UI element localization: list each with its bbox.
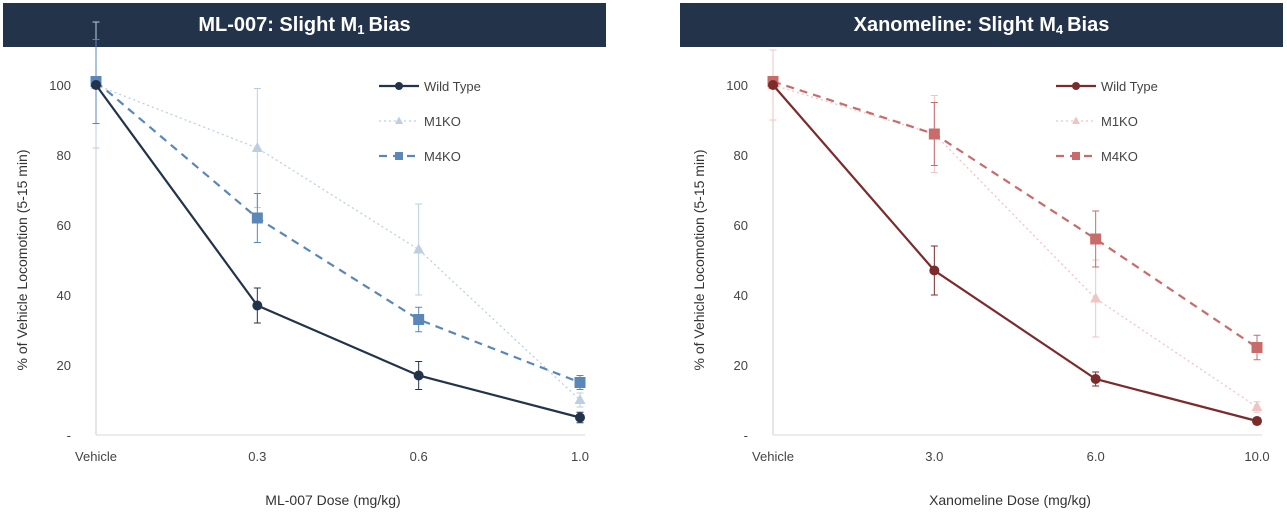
- x-tick-label: 1.0: [571, 449, 589, 464]
- legend-item: Wild Type: [1056, 79, 1158, 94]
- series-m4ko: [767, 76, 1263, 361]
- y-tick-label: 40: [734, 288, 748, 303]
- data-point: [413, 243, 425, 254]
- legend-marker: [1072, 152, 1080, 160]
- legend-item: M1KO: [1056, 114, 1138, 129]
- y-tick-label: -: [67, 428, 71, 443]
- y-tick-label: 20: [734, 358, 748, 373]
- series-m1ko: [90, 21, 586, 408]
- y-tick-label: 80: [734, 148, 748, 163]
- chart-title-main: Xanomeline: Slight M: [853, 13, 1056, 36]
- data-point: [1090, 233, 1102, 245]
- series-line: [772, 84, 1258, 408]
- chart-panel-ml007: ML-007: Slight M 1 Bias - 20 40 60 80 100 Vehicl…: [3, 0, 608, 513]
- y-tick-label: 100: [49, 78, 71, 93]
- legend-label: Wild Type: [1101, 79, 1158, 94]
- data-point: [91, 80, 101, 90]
- data-point: [1251, 401, 1263, 411]
- data-point: [251, 212, 263, 224]
- y-tick-label: 100: [726, 78, 748, 93]
- chart-title-subscript: 1: [357, 21, 365, 37]
- x-tick-label: Vehicle: [752, 449, 794, 464]
- x-axis-title: Xanomeline Dose (mg/kg): [929, 492, 1091, 508]
- legend-marker: [395, 82, 403, 90]
- series-line: [95, 84, 581, 419]
- data-point: [413, 370, 424, 381]
- y-tick-label: 40: [57, 288, 71, 303]
- data-point: [1251, 342, 1263, 353]
- series-line: [772, 84, 1258, 423]
- data-point: [1090, 292, 1102, 303]
- y-tick-label: 60: [734, 218, 748, 233]
- legend-item: M4KO: [1056, 149, 1138, 164]
- x-tick-label: 10.0: [1244, 449, 1269, 464]
- y-tick-label: 60: [57, 218, 71, 233]
- data-point: [252, 300, 263, 311]
- data-point: [575, 412, 585, 423]
- series-line: [95, 84, 581, 401]
- legend-item: Wild Type: [379, 79, 481, 94]
- y-tick-label: 80: [57, 148, 71, 163]
- legend-label: M4KO: [1101, 149, 1138, 164]
- y-axis-title: % of Vehicle Locomotion (5-15 min): [14, 150, 30, 371]
- legend-label: M1KO: [424, 114, 461, 129]
- y-axis-title: % of Vehicle Locomotion (5-15 min): [691, 150, 707, 371]
- x-tick-label: 0.6: [410, 449, 428, 464]
- legend-label: Wild Type: [424, 79, 481, 94]
- data-point: [928, 128, 940, 140]
- data-point: [1090, 374, 1101, 384]
- data-point: [574, 377, 586, 388]
- x-tick-label: 6.0: [1087, 449, 1105, 464]
- data-point: [768, 80, 778, 90]
- series-line: [772, 80, 1258, 349]
- y-tick-label: -: [744, 428, 748, 443]
- data-point: [1252, 416, 1262, 426]
- chart-title-tail: Bias: [1067, 13, 1110, 36]
- legend-marker: [395, 116, 403, 124]
- data-point: [574, 394, 586, 404]
- chart-title: ML-007: Slight M 1 Bias: [3, 3, 606, 47]
- series-line: [95, 80, 581, 384]
- legend-marker: [1072, 116, 1080, 124]
- chart-title-subscript: 4: [1055, 21, 1064, 37]
- x-tick-label: 0.3: [248, 449, 266, 464]
- line-chart-xanomeline: - 20 40 60 80 100 Vehicle 3.0 6.0 10.0 Xanomeline …: [691, 49, 1270, 508]
- x-axis-title: ML-007 Dose (mg/kg): [265, 492, 400, 508]
- x-tick-label: 3.0: [925, 449, 943, 464]
- legend-label: M1KO: [1101, 114, 1138, 129]
- series-wild-type: [91, 80, 585, 424]
- y-tick-label: 20: [57, 358, 71, 373]
- line-chart-ml007: - 20 40 60 80 100 Vehicle 0.3 0.6 1.0 ML-007 Dose …: [14, 21, 589, 508]
- chart-panel-xanomeline: Xanomeline: Slight M 4 Bias - 20 40 60 80 100 Ve…: [680, 0, 1285, 513]
- chart-title: Xanomeline: Slight M 4 Bias: [680, 3, 1283, 47]
- data-point: [413, 314, 425, 325]
- chart-title-tail: Bias: [368, 13, 411, 36]
- data-point: [251, 142, 263, 152]
- chart-title-main: ML-007: Slight M: [198, 13, 358, 36]
- legend-marker: [1072, 82, 1080, 90]
- legend-item: M4KO: [379, 149, 461, 164]
- series-m4ko: [90, 39, 586, 390]
- legend-item: M1KO: [379, 114, 461, 129]
- series-wild-type: [768, 80, 1262, 426]
- x-tick-label: Vehicle: [75, 449, 117, 464]
- data-point: [929, 265, 940, 276]
- legend-marker: [395, 152, 403, 160]
- legend-label: M4KO: [424, 149, 461, 164]
